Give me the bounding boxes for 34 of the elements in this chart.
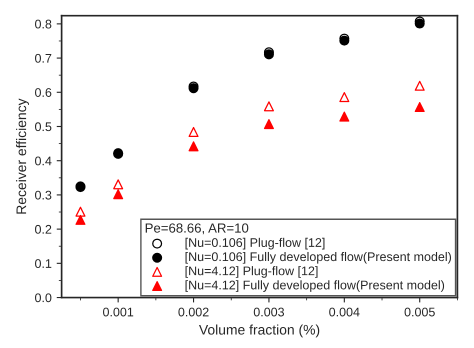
y-tick-label: 0.1 [35,259,52,268]
x-tick-label: 0.002 [178,308,209,316]
legend-label: [Nu=0.106] Plug-flow [12] [186,238,324,250]
point [339,112,350,122]
point [188,126,199,137]
y-tick-label: 0.6 [35,88,52,97]
y-tick-label: 0.8 [35,20,52,29]
x-tick-label: 0.003 [254,308,284,316]
point [414,102,425,112]
point [75,214,86,225]
y-tick-label: 0.3 [35,190,52,200]
y-tick-label: 0.4 [35,156,52,166]
x-tick-label: 0.004 [329,308,360,316]
point [75,206,86,217]
y-tick-label: 0.2 [35,224,52,234]
point [113,189,124,200]
point [188,141,199,152]
x-axis-title: Volume fraction (%) [198,324,320,338]
legend-title: Pe=68.66, AR=10 [146,223,248,234]
x-tick-label: 0.005 [404,308,435,316]
point [264,101,274,112]
legend-label: [Nu=4.12] Fully developed flow(Present model) [186,280,444,292]
x-tick-label: 0.001 [103,308,134,316]
point [414,80,425,91]
y-axis-title: Receiver efficiency [16,98,29,214]
legend-label: [Nu=4.12] Plug-flow [12] [186,266,318,278]
y-tick-label: 0.7 [35,54,52,63]
point [113,179,124,190]
y-tick-label: 0.0 [35,293,52,302]
y-tick-label: 0.5 [35,122,52,132]
point [339,92,350,102]
point [414,18,425,29]
point [264,119,274,130]
legend-label: [Nu=0.106] Fully developed flow(Present model) [186,252,452,264]
